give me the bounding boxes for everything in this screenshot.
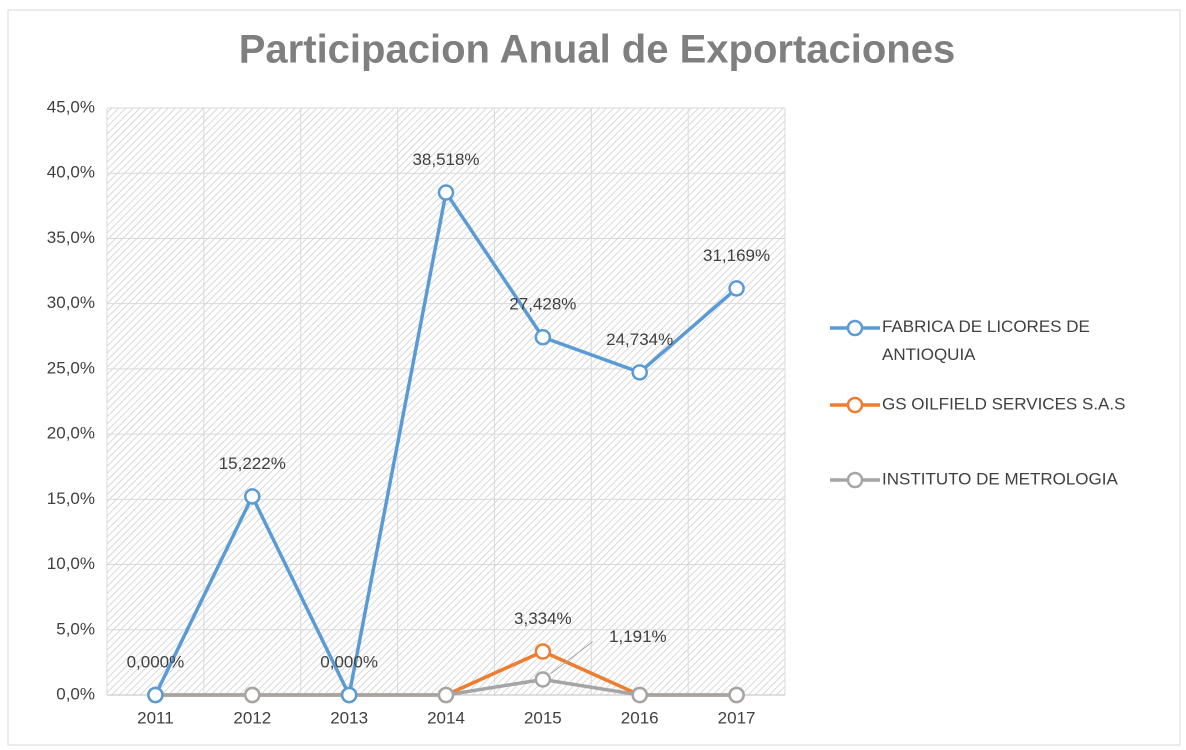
point-marker (631, 686, 648, 704)
point-marker (534, 643, 552, 660)
point-marker (437, 686, 455, 704)
legend-label: GS OILFIELD SERVICES S.A.S (882, 394, 1125, 413)
point-marker (728, 280, 745, 297)
x-tick-label: 2016 (621, 708, 659, 727)
y-tick-label: 0,0% (56, 684, 95, 703)
data-label: 1,191% (609, 627, 667, 646)
y-tick-label: 40,0% (47, 163, 95, 182)
x-tick-label: 2012 (233, 708, 271, 727)
data-label: 15,222% (219, 454, 286, 473)
point-marker (147, 686, 164, 704)
point-marker (340, 686, 358, 704)
x-tick-label: 2017 (718, 708, 756, 727)
data-label: 0,000% (320, 652, 378, 671)
y-tick-label: 20,0% (47, 424, 95, 443)
y-tick-label: 45,0% (47, 97, 95, 116)
point-marker (244, 488, 261, 505)
point-marker (534, 671, 552, 688)
data-label: 0,000% (127, 652, 185, 671)
data-label: 3,334% (514, 609, 572, 628)
point-marker (437, 184, 455, 201)
legend-marker (846, 319, 864, 337)
y-tick-label: 35,0% (47, 228, 95, 247)
plot-area (107, 108, 785, 695)
data-label: 31,169% (703, 246, 770, 265)
point-marker (244, 686, 261, 704)
legend-label: INSTITUTO DE METROLOGIA (882, 469, 1118, 488)
y-tick-label: 5,0% (56, 619, 95, 638)
x-tick-label: 2015 (524, 708, 562, 727)
data-label: 27,428% (509, 295, 576, 314)
data-label: 24,734% (606, 330, 673, 349)
data-label: 38,518% (412, 150, 479, 169)
y-tick-label: 15,0% (47, 489, 95, 508)
legend-label: FABRICA DE LICORES DE ANTIOQUIA (882, 317, 1090, 364)
chart-title: Participacion Anual de Exportaciones (239, 28, 955, 72)
y-tick-label: 30,0% (47, 293, 95, 312)
point-marker (631, 364, 648, 381)
x-tick-label: 2011 (137, 708, 174, 727)
y-tick-label: 25,0% (47, 358, 95, 377)
legend-marker (846, 396, 864, 414)
point-marker (534, 328, 552, 346)
x-tick-label: 2013 (330, 708, 368, 727)
y-tick-label: 10,0% (47, 554, 95, 573)
leader-line (550, 641, 594, 674)
x-tick-label: 2014 (427, 708, 465, 727)
point-marker (728, 686, 745, 704)
legend-marker (846, 471, 864, 489)
